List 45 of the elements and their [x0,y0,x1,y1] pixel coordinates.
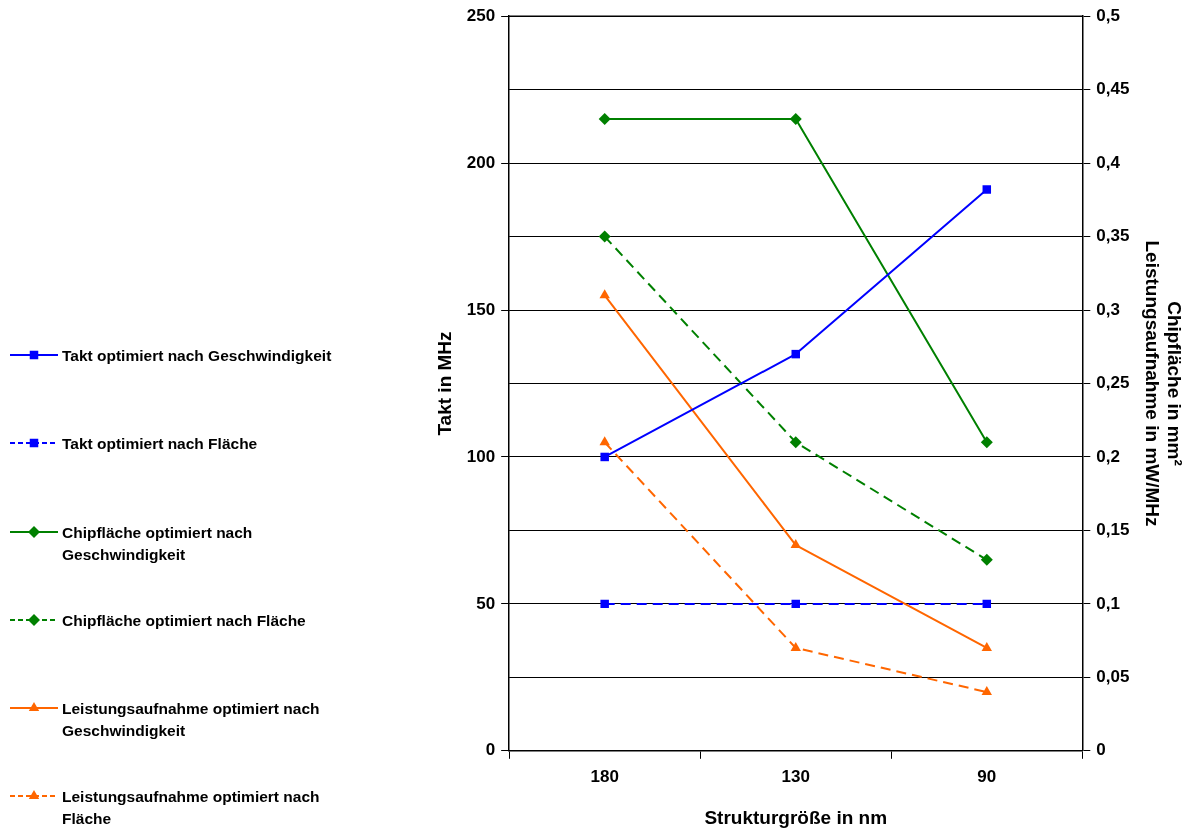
point [598,230,611,243]
x-tick-label: 90 [977,766,997,786]
point [980,553,993,566]
point [789,436,802,449]
y-tick-label: 250 [466,5,496,25]
legend-label: Takt optimiert nach Geschwindigkeit [62,346,333,366]
y2-tick-label: 0,15 [1096,520,1130,540]
point [791,349,800,359]
y-tick-label: 100 [466,446,496,466]
point [982,185,992,194]
y2-tick-label: 0,4 [1096,152,1121,172]
legend-label: Takt optimiert nach Fläche [62,434,259,454]
y2-tick-label: 0,2 [1096,446,1120,466]
point [791,599,800,609]
y2-tick-label: 0,45 [1096,79,1130,99]
point [600,452,609,462]
y-tick-label: 200 [466,152,496,172]
point [980,436,993,449]
y2-axis-title: Chipfläche in mm² Leistungsaufnahme in mW/MHz [1141,240,1186,527]
y2-tick-label: 0,3 [1096,299,1120,319]
legend-label: Leistungsaufnahme optimiert nach Geschwindigkeit [62,699,321,741]
y2-tick-label: 0,1 [1096,593,1120,613]
x-axis-title: Strukturgröße in nm [704,806,888,828]
legend-label: Chipfläche optimiert nach Fläche [62,611,307,631]
point [599,436,610,446]
point [981,686,992,696]
y-axis-title: Takt in MHz [433,331,455,436]
y2-tick-label: 0,25 [1096,373,1130,393]
y-tick-label: 50 [476,593,496,613]
legend-label: Chipfläche optimiert nach Geschwindigkeit [62,523,254,565]
point [790,641,801,651]
y2-tick-label: 0 [1096,740,1106,760]
point [789,113,802,126]
y2-tick-label: 0,5 [1096,5,1120,25]
point [981,641,992,651]
legend-label: Leistungsaufnahme optimiert nach Fläche [62,787,321,829]
y2-tick-label: 0,35 [1096,226,1130,246]
x-tick-label: 180 [590,766,619,786]
y2-tick-label: 0,05 [1096,667,1130,687]
point [600,599,609,609]
point [790,539,801,549]
point [598,113,611,126]
x-tick-label: 130 [781,766,810,786]
y-tick-label: 150 [466,299,496,319]
y-tick-label: 0 [485,740,496,760]
